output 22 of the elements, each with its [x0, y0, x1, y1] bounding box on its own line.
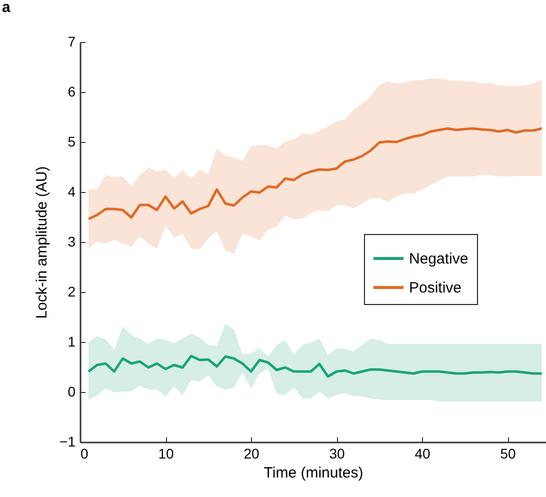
y-tick-label: 5 — [68, 134, 76, 150]
y-axis-title: Lock-in amplitude (AU) — [34, 166, 51, 319]
x-tick-label: 20 — [244, 446, 260, 462]
y-tick-label: 6 — [68, 84, 76, 100]
x-tick-label: 40 — [414, 446, 431, 462]
line-series — [87, 127, 543, 220]
legend-label: Negative — [409, 250, 468, 268]
text: a — [2, 0, 11, 16]
y-tick-label: 2 — [68, 284, 76, 300]
y-tick-label: 7 — [68, 34, 76, 50]
x-tick-label: 10 — [158, 446, 174, 462]
x-tick-label: 50 — [500, 446, 516, 462]
y-tick-label: 4 — [68, 184, 76, 200]
y-tick-label: 0 — [68, 384, 76, 400]
x-tick-label: 30 — [329, 446, 346, 462]
line-series — [87, 354, 543, 378]
y-tick-label: −1 — [60, 434, 76, 450]
legend-label: Positive — [409, 280, 462, 296]
x-tick-label: 0 — [80, 446, 88, 462]
x-axis-title: Time (minutes) — [264, 464, 364, 482]
y-tick-label: 3 — [68, 234, 76, 250]
y-tick-label: 1 — [68, 334, 76, 350]
